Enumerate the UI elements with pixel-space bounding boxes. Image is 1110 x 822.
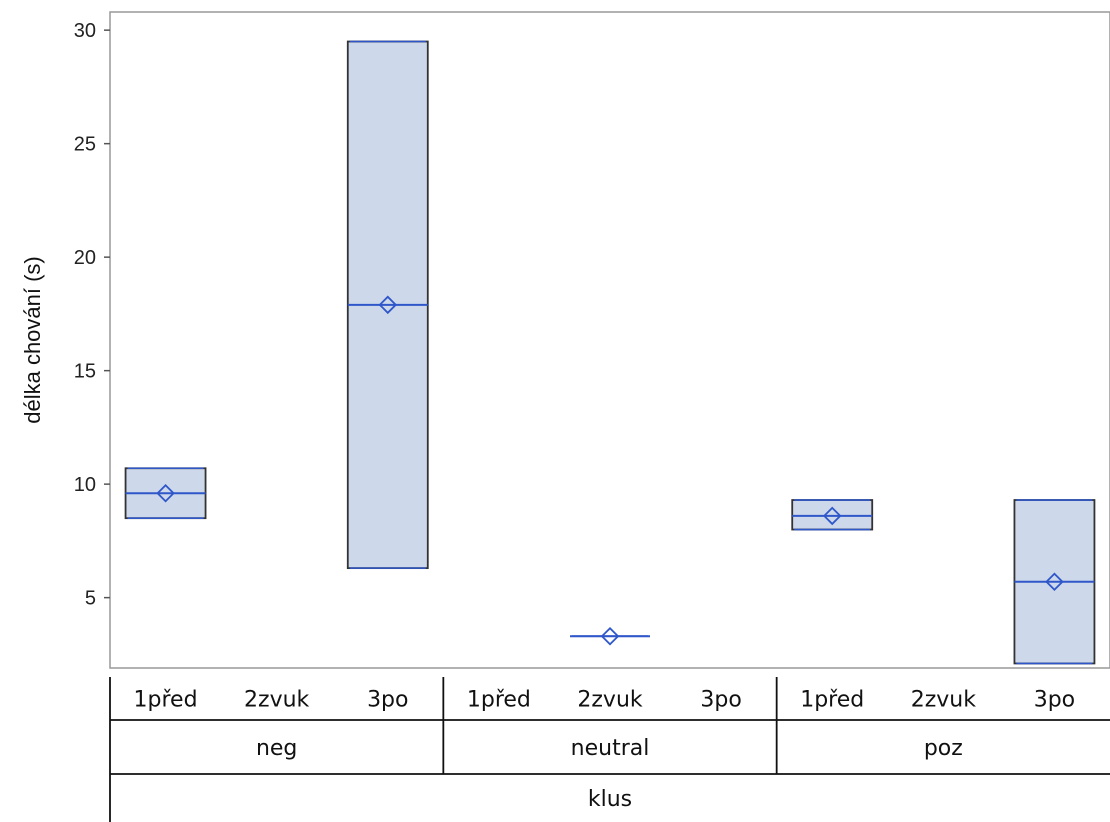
box-neutral-2zvuk [570, 626, 650, 646]
mean-marker [1045, 572, 1064, 592]
y-tick-label: 20 [74, 247, 96, 269]
box-neg-1před [124, 467, 207, 520]
x-label-phase: 2zvuk [577, 688, 643, 713]
boxes [124, 40, 1096, 665]
mean-marker [156, 483, 175, 503]
box-poz-1před [791, 499, 874, 531]
x-label-outer: klus [588, 787, 632, 812]
mean-marker [600, 626, 620, 646]
y-axis: 5 10 15 20 25 30 [74, 20, 110, 610]
x-axis-table: 1před 2zvuk 3po 1před 2zvuk 3po 1před 2zvuk 3po n… [109, 677, 1110, 822]
x-label-phase: 2zvuk [911, 688, 977, 713]
x-label-group: neg [256, 736, 297, 761]
mean-marker [822, 506, 842, 526]
x-label-phase: 2zvuk [244, 688, 310, 713]
x-label-phase: 1před [134, 688, 198, 713]
box-neg-3po [346, 40, 429, 570]
x-label-phase: 1před [467, 688, 531, 713]
plot-frame [109, 11, 1110, 669]
y-tick-label: 30 [74, 20, 96, 42]
y-axis-title: délka chování (s) [20, 256, 45, 424]
x-label-group: neutral [571, 736, 650, 761]
box-poz-3po [1013, 499, 1096, 665]
x-label-phase: 3po [700, 688, 741, 713]
x-label-group: poz [924, 736, 963, 761]
x-label-phase: 3po [367, 688, 408, 713]
x-label-phase: 3po [1034, 688, 1075, 713]
y-tick-label: 10 [74, 474, 96, 496]
y-tick-label: 25 [74, 134, 96, 156]
mean-marker [378, 295, 398, 315]
y-tick-label: 15 [74, 361, 96, 383]
x-label-phase: 1před [800, 688, 864, 713]
y-tick-label: 5 [85, 588, 96, 610]
